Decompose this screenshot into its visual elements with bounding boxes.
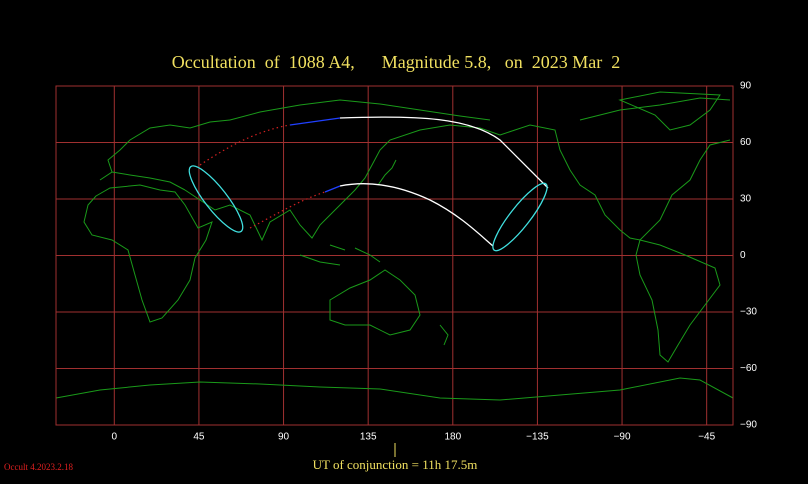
path-north-limit <box>339 116 549 189</box>
coast-africa <box>83 184 213 323</box>
y-tick-label: 60 <box>740 137 752 148</box>
version-label: Occult 4.2023.2.18 <box>4 462 73 472</box>
y-tick-label: −60 <box>740 363 757 374</box>
y-tick-label: 90 <box>740 81 752 92</box>
coast-japan <box>377 159 397 186</box>
limit-ellipse-west <box>188 165 244 233</box>
coast-antarctica <box>55 377 734 401</box>
x-tick-label: −45 <box>698 432 715 443</box>
path-south-daylight <box>324 185 341 193</box>
x-tick-label: 135 <box>360 432 377 443</box>
conjunction-time: UT of conjunction = 11h 17.5m <box>313 457 478 472</box>
path-south-limit <box>339 183 494 247</box>
occultation-path <box>188 116 549 252</box>
coastlines <box>55 91 734 401</box>
x-tick-label: 90 <box>278 432 290 443</box>
y-tick-label: 30 <box>740 194 752 205</box>
coast-north-america <box>499 97 731 241</box>
x-tick-label: 0 <box>112 432 118 443</box>
coast-indonesia <box>299 244 381 266</box>
y-tick-label: 0 <box>740 250 746 261</box>
path-north-daylight <box>289 117 341 126</box>
coast-europe <box>99 119 231 191</box>
x-tick-label: −90 <box>614 432 631 443</box>
coast-australia <box>329 269 421 336</box>
limit-ellipse-east <box>492 182 548 252</box>
map-title: Occultation of 1088 A4, Magnitude 5.8, o… <box>172 52 620 72</box>
coast-newzealand <box>439 324 449 346</box>
y-tick-label: −30 <box>740 307 757 318</box>
x-tick-label: 180 <box>444 432 461 443</box>
coast-asia <box>184 99 501 242</box>
coast-south-america <box>635 239 721 363</box>
map-frame <box>55 85 734 426</box>
x-tick-label: −135 <box>526 432 549 443</box>
y-tick-label: −90 <box>740 420 757 431</box>
coast-greenland <box>618 91 721 131</box>
x-tick-label: 45 <box>193 432 205 443</box>
grid <box>56 85 733 426</box>
